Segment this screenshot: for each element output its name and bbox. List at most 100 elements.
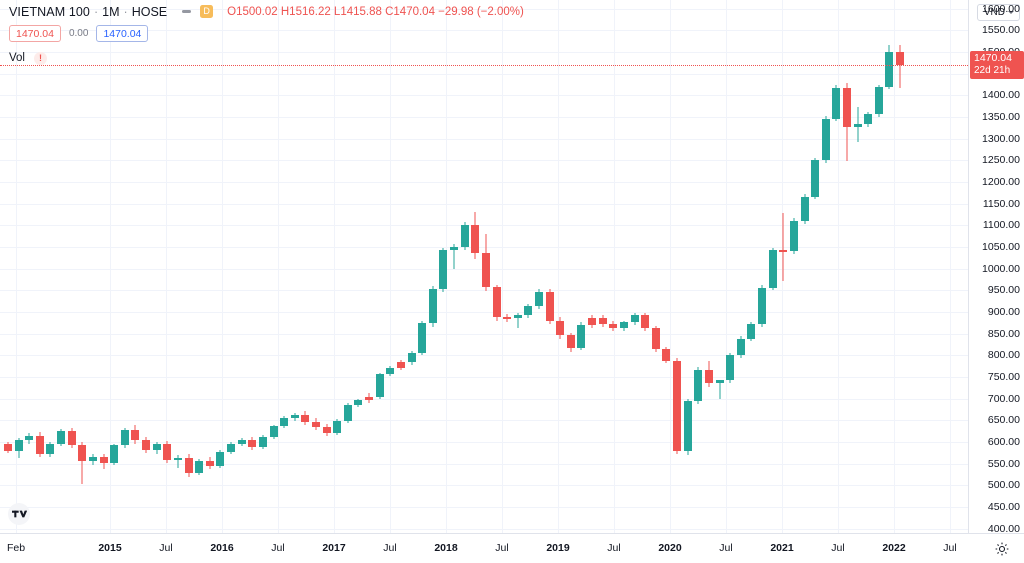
candle-body — [704, 370, 713, 384]
candle-body — [354, 400, 363, 405]
gridline-horizontal — [0, 160, 968, 161]
currency-selector[interactable]: VND — [976, 4, 1020, 21]
tradingview-logo[interactable] — [8, 503, 30, 525]
candle-body — [673, 360, 682, 451]
gridline-horizontal — [0, 399, 968, 400]
candlestick — [396, 0, 405, 533]
candle-body — [864, 114, 873, 124]
current-price-line — [0, 64, 968, 66]
candle-body — [322, 427, 331, 434]
candlestick — [471, 0, 480, 533]
candle-body — [503, 317, 512, 319]
candle-body — [481, 253, 490, 287]
candlestick — [492, 0, 501, 533]
time-tick: Jul — [495, 542, 509, 554]
candlestick — [450, 0, 459, 533]
candlestick — [566, 0, 575, 533]
candlestick — [4, 0, 12, 533]
candle-body — [694, 370, 703, 402]
candlestick — [715, 0, 724, 533]
candlestick — [354, 0, 363, 533]
bar-countdown: 22d 21h — [974, 64, 1011, 76]
candlestick — [545, 0, 554, 533]
candle-body — [577, 325, 586, 349]
warning-icon[interactable]: ! — [34, 51, 47, 65]
chart-plot-area[interactable] — [0, 0, 968, 533]
price-tick: 1550.00 — [982, 24, 1020, 37]
legend-separator-2: · — [123, 4, 128, 19]
price-badge-high[interactable]: 1470.04 — [96, 25, 149, 42]
candle-body — [535, 292, 543, 306]
price-axis[interactable]: VND 1600.001550.001500.001450.001400.001… — [968, 0, 1024, 535]
gridline-vertical — [390, 0, 391, 533]
candlestick — [386, 0, 395, 533]
candlestick — [842, 0, 851, 533]
candlestick — [280, 0, 289, 533]
candlestick — [736, 0, 745, 533]
data-source-badge[interactable]: D — [200, 5, 214, 18]
candlestick — [142, 0, 151, 533]
candlestick — [99, 0, 108, 533]
candlestick — [163, 0, 172, 533]
candle-body — [609, 324, 618, 329]
time-tick: 2020 — [658, 542, 682, 554]
candle-body — [418, 323, 427, 353]
candle-body — [110, 445, 119, 463]
candlestick — [864, 0, 873, 533]
candle-body — [842, 87, 851, 127]
gridline-horizontal — [0, 74, 968, 75]
candlestick — [25, 0, 34, 533]
candle-body — [439, 250, 448, 290]
candlestick — [524, 0, 533, 533]
gridline-vertical — [670, 0, 671, 533]
candle-body — [662, 349, 671, 361]
gridline-horizontal — [0, 225, 968, 226]
candlestick — [248, 0, 257, 533]
candle-wick — [517, 312, 519, 329]
time-tick: Jul — [719, 542, 733, 554]
eye-bar — [182, 10, 192, 13]
gridline-vertical — [334, 0, 335, 533]
price-badge-low[interactable]: 1470.04 — [9, 25, 61, 42]
eye-toggle-icon[interactable] — [180, 5, 193, 18]
gridline-vertical — [782, 0, 783, 533]
candle-body — [333, 421, 342, 434]
candle-body — [726, 355, 735, 381]
candle-body — [216, 451, 225, 467]
gear-icon[interactable] — [994, 541, 1010, 557]
candle-body — [885, 52, 894, 87]
candle-body — [184, 457, 193, 474]
time-tick: Jul — [159, 542, 173, 554]
time-tick: 2022 — [882, 542, 906, 554]
candlestick — [46, 0, 55, 533]
candle-body — [715, 380, 724, 384]
candle-body — [120, 429, 129, 446]
price-tick: 450.00 — [987, 501, 1020, 513]
time-tick: 2021 — [770, 542, 794, 554]
candle-body — [4, 444, 12, 451]
candlestick — [481, 0, 490, 533]
time-axis[interactable]: Feb 2015 Jul 2016 Jul 2017 Jul 2018 Jul 2019 Jul 20… — [0, 533, 1024, 563]
current-price-badge[interactable]: 1470.04 22d 21h — [970, 51, 1024, 79]
price-tick: 500.00 — [987, 479, 1020, 492]
candle-body — [789, 221, 798, 252]
gridline-horizontal — [0, 52, 968, 53]
candlestick — [789, 0, 798, 533]
candlestick — [651, 0, 660, 533]
candle-body — [78, 445, 87, 462]
volume-label[interactable]: Vol — [9, 52, 25, 64]
interval-label[interactable]: 1M — [102, 4, 120, 19]
symbol-name[interactable]: VIETNAM 100 — [9, 4, 90, 19]
time-tick: Feb — [6, 542, 26, 554]
candle-body — [747, 324, 756, 339]
candle-body — [768, 250, 777, 288]
price-tick: 1350.00 — [982, 111, 1020, 123]
candlestick — [577, 0, 586, 533]
price-tick: 1250.00 — [982, 154, 1020, 167]
gridline-horizontal — [0, 355, 968, 356]
candle-body — [588, 318, 597, 325]
candlestick — [821, 0, 830, 533]
candle-wick — [453, 244, 455, 269]
gridline-vertical — [558, 0, 559, 533]
candle-body — [524, 305, 533, 316]
